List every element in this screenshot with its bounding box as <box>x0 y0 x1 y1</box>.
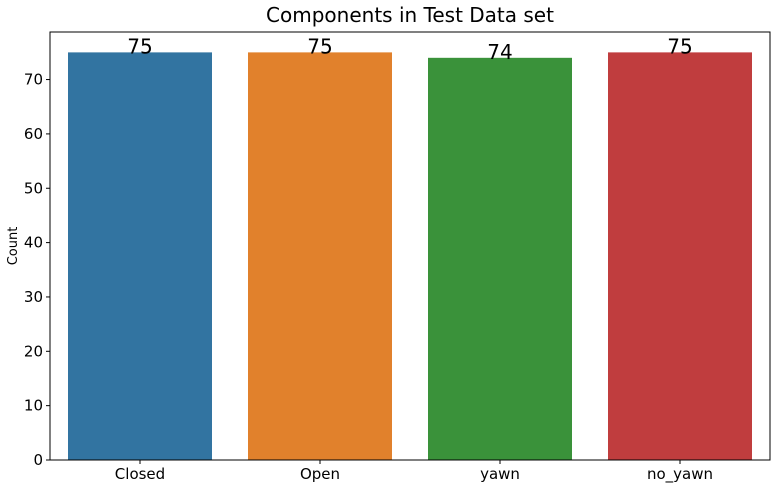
x-tick-label: no_yawn <box>647 465 713 484</box>
bar-yawn <box>428 57 572 461</box>
y-axis-label: Count <box>6 227 21 266</box>
y-tick-label: 10 <box>24 397 43 415</box>
y-tick-label: 0 <box>33 451 43 469</box>
chart-title: Components in Test Data set <box>266 3 554 27</box>
y-tick-label: 60 <box>24 125 43 143</box>
data-label-closed: 75 <box>127 34 152 58</box>
y-tick-label: 40 <box>24 234 43 252</box>
x-tick-label: yawn <box>480 465 520 483</box>
bar-no-yawn <box>608 52 752 460</box>
bars-group: 75 75 74 75 <box>68 34 752 461</box>
bar-open <box>248 52 392 460</box>
y-tick-label: 70 <box>24 71 43 89</box>
y-tick-label: 30 <box>24 288 43 306</box>
y-tick-label: 20 <box>24 342 43 360</box>
data-label-open: 75 <box>307 34 332 58</box>
data-label-no-yawn: 75 <box>667 34 692 58</box>
x-tick-label: Closed <box>115 465 165 483</box>
data-label-yawn: 74 <box>487 40 512 64</box>
y-axis-ticks: 0 10 20 30 40 50 60 70 <box>24 71 50 469</box>
plot-frame <box>49 31 771 461</box>
bar-closed <box>68 52 212 460</box>
x-axis-ticks: Closed Open yawn no_yawn <box>115 460 713 484</box>
x-tick-label: Open <box>300 465 340 483</box>
y-tick-label: 50 <box>24 179 43 197</box>
